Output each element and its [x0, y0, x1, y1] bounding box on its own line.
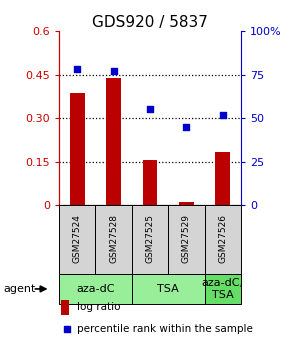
Text: aza-dC,
TSA: aza-dC, TSA — [202, 278, 244, 300]
Bar — [132, 205, 168, 274]
Bar — [70, 93, 85, 205]
Text: GSM27528: GSM27528 — [109, 214, 118, 263]
Point — [111, 68, 116, 74]
Text: log ratio: log ratio — [77, 303, 121, 313]
Bar — [215, 151, 230, 205]
Title: GDS920 / 5837: GDS920 / 5837 — [92, 15, 208, 30]
Point — [75, 67, 80, 72]
Bar — [143, 160, 157, 205]
Point — [184, 124, 189, 130]
Point — [148, 107, 152, 112]
Bar — [205, 274, 241, 304]
Text: aza-dC: aza-dC — [76, 284, 115, 294]
Text: TSA: TSA — [157, 284, 179, 294]
Bar — [95, 205, 132, 274]
Text: GSM27526: GSM27526 — [218, 214, 227, 263]
Text: GSM27529: GSM27529 — [182, 214, 191, 263]
Bar — [106, 78, 121, 205]
Bar — [132, 274, 205, 304]
Text: percentile rank within the sample: percentile rank within the sample — [77, 324, 253, 334]
Bar — [59, 205, 95, 274]
Text: GSM27524: GSM27524 — [73, 214, 82, 263]
Point — [220, 112, 225, 117]
Point — [65, 326, 69, 332]
Text: GSM27525: GSM27525 — [145, 214, 155, 263]
Text: agent: agent — [3, 284, 35, 294]
Bar — [59, 274, 132, 304]
Bar — [61, 299, 69, 315]
Bar — [179, 203, 194, 205]
Bar — [168, 205, 205, 274]
Bar — [205, 205, 241, 274]
